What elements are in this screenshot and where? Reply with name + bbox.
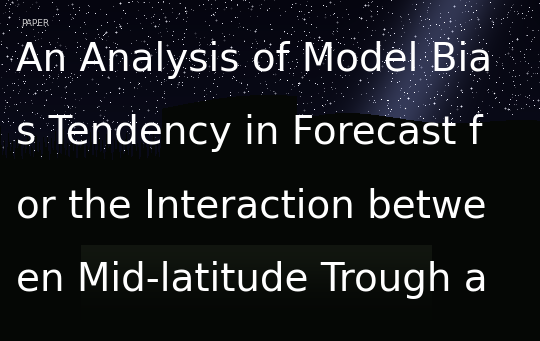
Text: PAPER: PAPER — [22, 19, 50, 28]
Text: An Analysis of Model Bia: An Analysis of Model Bia — [16, 41, 492, 79]
Text: en Mid-latitude Trough a: en Mid-latitude Trough a — [16, 261, 488, 299]
Text: or the Interaction betwe: or the Interaction betwe — [16, 188, 487, 225]
Text: s Tendency in Forecast f: s Tendency in Forecast f — [16, 114, 483, 152]
